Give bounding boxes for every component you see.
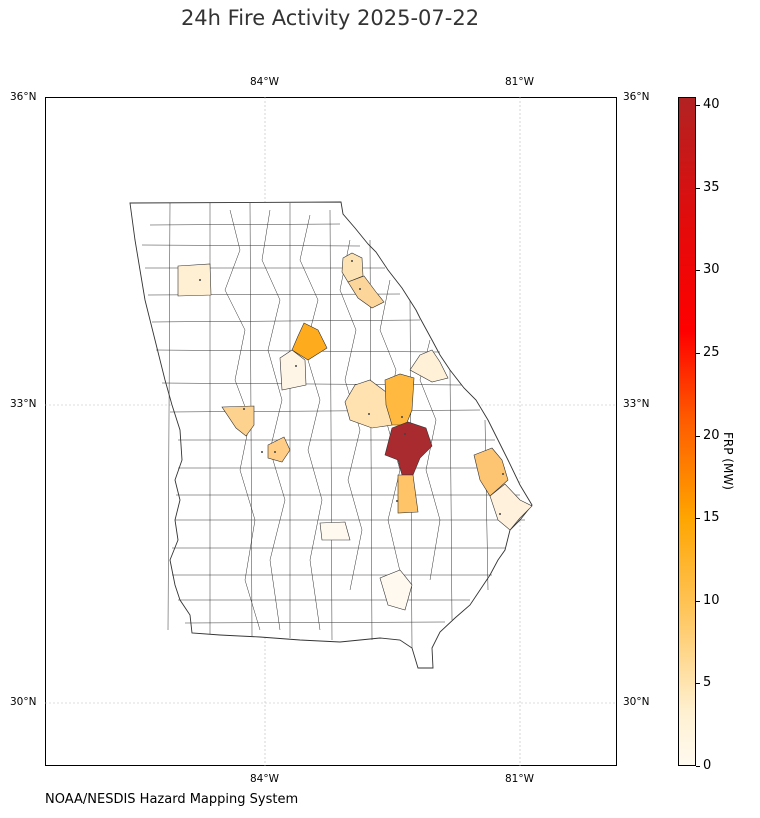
lon-tick-top-84: 84°W [250,76,279,88]
county-fire-a [177,263,212,297]
lon-tick-bottom-84: 84°W [250,773,279,785]
lat-tick-right-36: 36°N [623,91,650,103]
colorbar-tick-label: 15 [703,510,720,526]
county-fire-m [473,447,509,497]
map-title: 24h Fire Activity 2025-07-22 [180,6,480,30]
county-fire-i [221,405,255,437]
county-fire-g [344,379,393,429]
colorbar-tick-label: 35 [703,179,720,195]
fire-point [274,451,276,453]
colorbar-tick-mark [696,353,700,355]
colorbar-tick-mark [696,518,700,520]
county-fire-k [384,421,433,476]
colorbar-tick-label: 10 [703,592,720,608]
lat-tick-left-33: 33°N [10,398,37,410]
county-fire-l [397,474,419,514]
county-fire-b [341,252,364,283]
lat-tick-right-33: 33°N [623,398,650,410]
map-frame[interactable] [45,97,617,766]
county-boundaries [141,202,525,649]
fire-counties [177,252,533,611]
colorbar-tick-label: 40 [703,97,720,113]
colorbar-tick-mark [696,683,700,685]
colorbar-tick-mark [696,187,700,189]
colorbar-tick-label: 5 [703,675,712,691]
county-fire-j [267,436,291,463]
fire-point [351,260,353,262]
fire-point [368,413,370,415]
colorbar-tick-mark [696,600,700,602]
fire-point [404,433,406,435]
county-fire-n [489,483,533,531]
fire-point [502,473,504,475]
colorbar [678,97,696,766]
lat-tick-right-30: 30°N [623,696,650,708]
county-fire-c [347,275,385,309]
fire-point [396,500,398,502]
colorbar-tick-label: 20 [703,427,720,443]
fire-point [261,451,263,453]
county-fire-f [409,349,449,383]
lon-tick-bottom-81: 81°W [505,773,534,785]
fire-points [199,260,504,515]
fire-point [499,513,501,515]
fire-point [243,408,245,410]
colorbar-tick-mark [696,435,700,437]
colorbar-tick-label: 30 [703,262,720,278]
source-credit: NOAA/NESDIS Hazard Mapping System [45,792,299,807]
colorbar-tick-label: 0 [703,758,712,773]
colorbar-tick-mark [696,105,700,107]
county-fire-h [384,373,415,426]
lat-tick-left-36: 36°N [10,91,37,103]
fire-point [401,416,403,418]
fire-point [199,279,201,281]
county-fire-e [279,349,307,391]
county-fire-p [319,521,351,541]
county-fire-o [379,569,413,611]
fire-point [359,288,361,290]
county-fire-d [291,322,328,361]
colorbar-tick-mark [696,270,700,272]
lon-tick-top-81: 81°W [505,76,534,88]
colorbar-tick-mark [696,766,700,767]
lat-tick-left-30: 30°N [10,696,37,708]
colorbar-title: FRP (MW) [721,432,735,490]
fire-point [295,365,297,367]
colorbar-tick-label: 25 [703,345,720,361]
